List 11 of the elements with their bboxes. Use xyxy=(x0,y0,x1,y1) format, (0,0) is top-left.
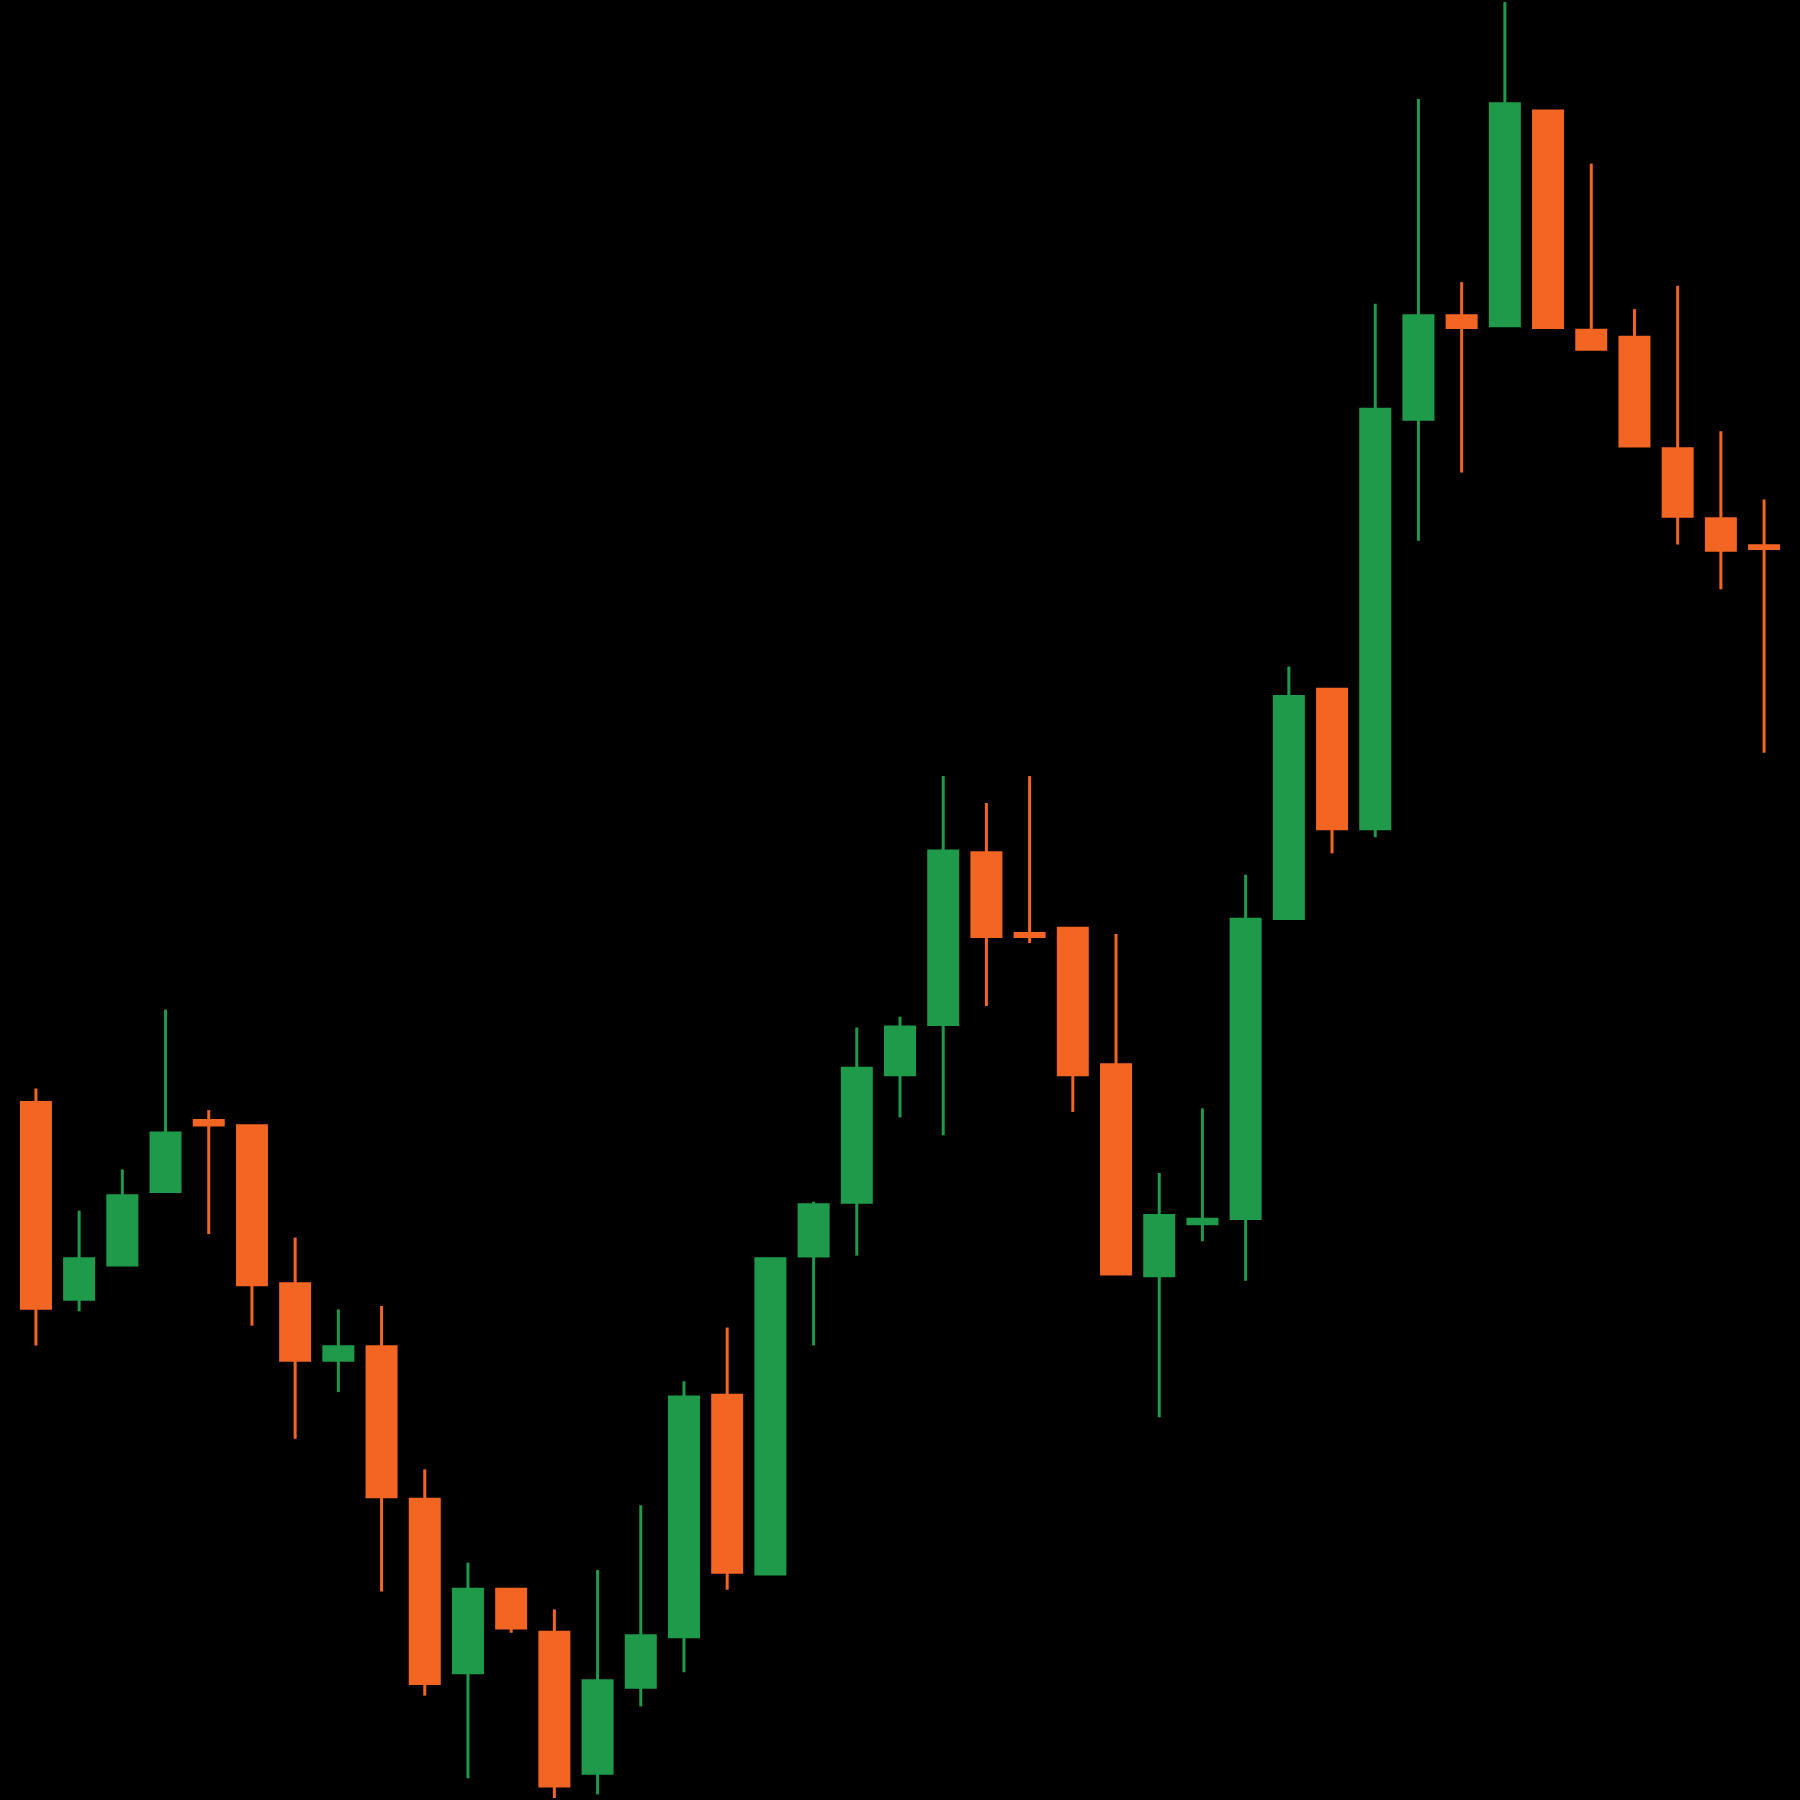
candlestick xyxy=(63,1209,96,1313)
candlestick xyxy=(322,1307,355,1394)
candlestick xyxy=(495,1587,528,1635)
candlestick xyxy=(1445,280,1478,475)
candlestick xyxy=(1186,1106,1219,1243)
candlestick xyxy=(884,1015,916,1119)
candlestick xyxy=(192,1108,225,1236)
candlestick xyxy=(1748,497,1781,755)
candlestick xyxy=(1704,429,1737,591)
candlestick xyxy=(1013,774,1046,945)
candlestick xyxy=(1575,162,1608,351)
